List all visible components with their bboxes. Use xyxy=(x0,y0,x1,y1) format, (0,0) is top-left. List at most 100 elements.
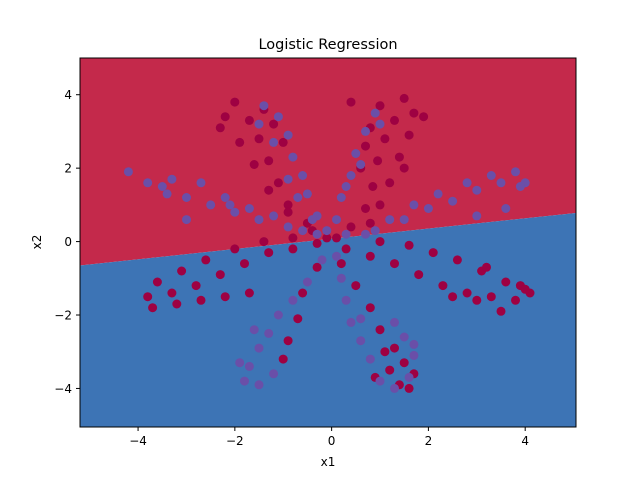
data-point xyxy=(249,160,259,169)
plot-area xyxy=(80,58,576,427)
data-point xyxy=(356,160,366,169)
data-point xyxy=(501,277,511,287)
decision-region-below xyxy=(80,212,576,427)
data-point xyxy=(332,233,341,243)
data-point xyxy=(351,281,361,291)
data-point xyxy=(433,189,443,199)
data-point xyxy=(346,222,356,232)
data-point xyxy=(230,244,240,254)
data-point xyxy=(293,314,303,324)
data-point xyxy=(346,97,356,107)
data-point xyxy=(298,226,308,236)
data-point xyxy=(143,178,153,188)
data-point xyxy=(423,204,433,213)
data-point xyxy=(172,299,182,309)
data-point xyxy=(254,134,264,144)
decision-region-above xyxy=(80,58,576,266)
data-point xyxy=(264,328,274,338)
data-point xyxy=(356,336,366,346)
data-point xyxy=(302,189,312,199)
data-point xyxy=(259,237,269,247)
data-point xyxy=(399,358,409,368)
data-point xyxy=(462,288,472,298)
data-point xyxy=(182,193,191,202)
data-point xyxy=(346,171,356,180)
data-point xyxy=(501,204,511,213)
data-point xyxy=(230,207,240,217)
data-point xyxy=(351,149,361,158)
data-point xyxy=(452,255,462,265)
y-tick-label: 0 xyxy=(64,235,72,249)
data-point xyxy=(361,141,370,151)
data-point xyxy=(472,211,482,221)
data-point xyxy=(399,93,409,103)
data-point xyxy=(322,233,332,243)
data-point xyxy=(269,137,279,147)
data-point xyxy=(520,284,530,294)
y-tick-label: −2 xyxy=(54,309,72,323)
data-point xyxy=(365,218,375,228)
data-point xyxy=(283,174,293,184)
data-point xyxy=(273,310,283,320)
data-point xyxy=(399,215,409,225)
data-point xyxy=(293,193,303,202)
data-point xyxy=(336,259,346,269)
data-point xyxy=(273,112,283,122)
data-point xyxy=(322,226,332,236)
data-point xyxy=(254,119,264,129)
data-point xyxy=(298,171,308,180)
data-point xyxy=(148,303,158,313)
data-point xyxy=(283,130,293,140)
data-point xyxy=(332,215,341,225)
data-point xyxy=(264,248,274,258)
data-point xyxy=(341,182,351,191)
data-point xyxy=(235,137,245,147)
data-point xyxy=(361,229,370,239)
data-point xyxy=(206,200,216,210)
data-point xyxy=(390,317,399,327)
data-point xyxy=(341,295,351,305)
data-point xyxy=(409,350,419,360)
data-point xyxy=(361,204,370,213)
data-point xyxy=(269,119,279,129)
data-point xyxy=(404,130,414,140)
data-point xyxy=(298,288,308,298)
data-point xyxy=(341,244,351,254)
data-point xyxy=(375,237,385,247)
x-tick-label: −2 xyxy=(226,434,244,448)
data-point xyxy=(370,226,380,236)
data-point xyxy=(307,215,317,225)
data-point xyxy=(409,108,419,118)
y-tick-label: 2 xyxy=(64,162,72,176)
data-point xyxy=(201,255,211,265)
data-point xyxy=(249,325,259,335)
data-point xyxy=(486,292,496,302)
data-point xyxy=(240,259,249,269)
data-point xyxy=(375,325,385,335)
data-point xyxy=(361,126,370,136)
data-point xyxy=(191,281,201,291)
plot-frame xyxy=(79,57,577,428)
data-point xyxy=(380,347,390,357)
data-point xyxy=(196,295,206,305)
data-point xyxy=(312,238,322,248)
data-point xyxy=(254,215,264,225)
data-point xyxy=(404,372,414,382)
data-point xyxy=(244,361,254,371)
data-point xyxy=(336,273,346,283)
data-point xyxy=(283,222,293,232)
data-point xyxy=(375,200,385,210)
data-point xyxy=(244,288,254,298)
y-tick-label: 4 xyxy=(64,88,72,102)
data-point xyxy=(472,295,482,305)
data-point xyxy=(496,178,506,188)
data-point xyxy=(288,152,298,162)
data-point xyxy=(220,112,230,122)
data-point xyxy=(385,365,395,375)
data-point xyxy=(283,200,293,210)
data-point xyxy=(283,336,293,346)
data-point xyxy=(162,189,172,199)
data-point xyxy=(496,306,506,316)
data-point xyxy=(341,229,351,239)
data-point xyxy=(419,112,429,122)
